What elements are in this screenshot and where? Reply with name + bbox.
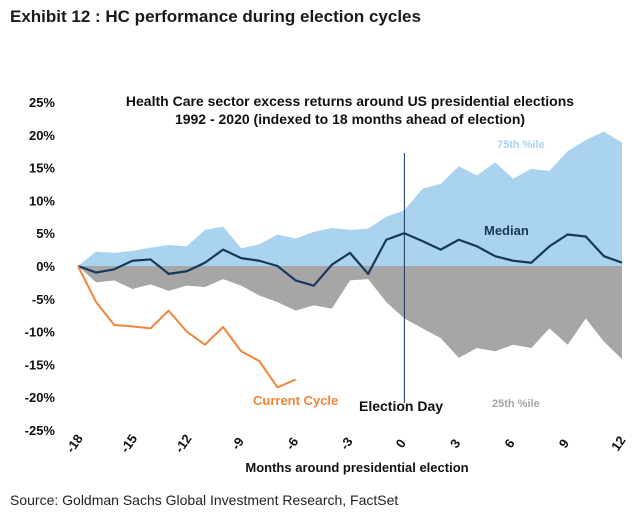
x-tick-label-6: 0 [392,436,408,451]
line-series-1 [77,232,623,287]
y-axis: 25% 20% 15% 10% 5% 0% -5% -10% -15% -20% -25% [25,95,56,438]
x-tick-label-0: -18 [63,431,86,455]
area-series-1 [78,131,622,266]
x-axis: -18 -15 -12 -9 -6 -3 0 3 6 9 12 [63,431,629,455]
x-tick-label-9: 9 [556,436,572,451]
y-tick-label-5: 0% [36,259,55,274]
label-25th-percentile: 25th %ile [492,398,540,410]
x-tick-label-1: -15 [117,431,140,455]
y-tick-label-3: 10% [29,193,55,208]
label-75th-percentile: 75th %ile [497,139,545,151]
area-series-2 [78,266,622,360]
y-tick-label-6: -5% [32,292,56,307]
x-tick-label-8: 6 [501,436,517,451]
label-election-day: Election Day [359,398,443,414]
chart-title-line-1: Health Care sector excess returns around… [126,93,574,109]
chart-title-line-2: 1992 - 2020 (indexed to 18 months ahead … [175,111,525,127]
source-note: Source: Goldman Sachs Global Investment … [10,492,399,508]
x-tick-label-7: 3 [447,436,463,451]
y-tick-label-4: 5% [36,226,55,241]
line-layer [77,153,623,403]
y-tick-label-1: 20% [29,128,55,143]
x-axis-title: Months around presidential election [245,460,468,475]
y-tick-label-7: -10% [25,325,56,340]
line-series-2 [77,265,296,389]
label-median: Median [484,223,529,238]
x-tick-label-4: -6 [282,434,301,452]
label-current-cycle: Current Cycle [253,393,338,408]
y-tick-label-0: 25% [29,95,55,110]
x-tick-label-5: -3 [337,434,356,452]
y-tick-label-9: -20% [25,390,56,405]
exhibit-title: Exhibit 12 : HC performance during elect… [10,7,421,26]
chart: 25%20%15%10%5%0%-5%-10%-15%-20%-25% -18-… [25,93,629,475]
x-tick-label-10: 12 [608,433,629,453]
y-tick-label-10: -25% [25,423,56,438]
x-tick-label-2: -12 [172,431,195,455]
y-tick-label-8: -15% [25,357,56,372]
area-layer [78,131,622,360]
y-tick-label-2: 15% [29,161,55,176]
x-tick-label-3: -9 [228,434,247,452]
